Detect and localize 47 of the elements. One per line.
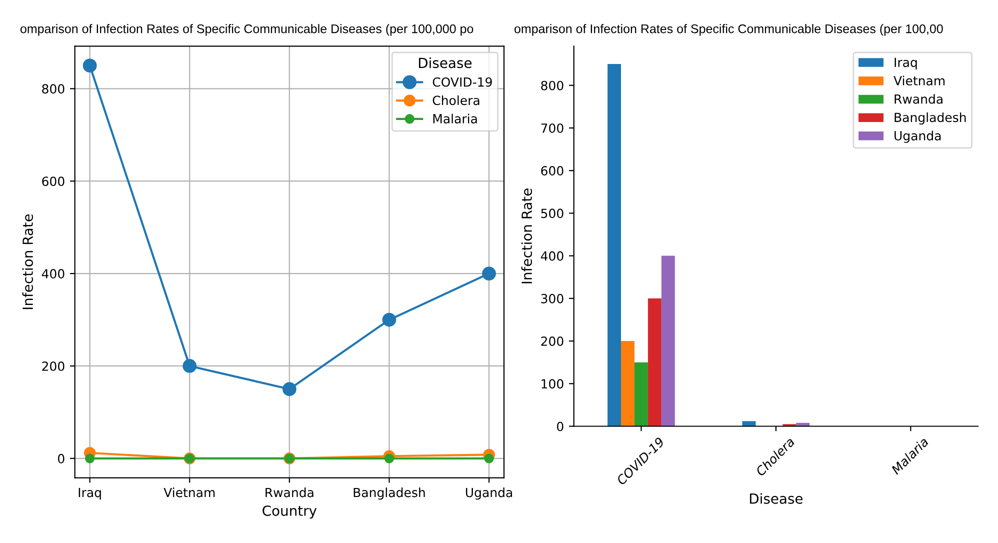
chart-title: omparison of Infection Rates of Specific Communicable Diseases (per 100,00 <box>514 24 943 36</box>
legend-label: Bangladesh <box>894 112 966 125</box>
point <box>182 359 197 373</box>
point <box>482 266 496 280</box>
point <box>84 454 95 464</box>
bar <box>608 64 622 426</box>
bar <box>634 362 648 426</box>
y-tick-label: 800 <box>541 80 564 90</box>
legend-label: Malaria <box>433 114 477 124</box>
y-tick-label: 400 <box>540 251 564 261</box>
y-tick-label: 100 <box>542 379 564 389</box>
bar <box>621 341 634 426</box>
legend-label: COVID-19 <box>432 77 492 87</box>
x-axis-title: Country <box>262 505 317 519</box>
y-tick-label: 400 <box>42 269 64 278</box>
legend-label: Vietnam <box>894 76 945 86</box>
y-tick-label: 600 <box>541 166 564 176</box>
y-tick-label: 200 <box>42 361 64 371</box>
point <box>382 312 396 327</box>
y-tick-label: 500 <box>541 208 564 218</box>
x-axis-title: Disease <box>750 493 803 504</box>
x-tick-label: Bangladesh <box>354 488 425 500</box>
legend-label: Uganda <box>894 130 941 143</box>
legend-label: Iraq <box>894 58 917 70</box>
point <box>82 58 97 73</box>
y-tick-label: 300 <box>541 294 564 304</box>
y-tick-label: 200 <box>541 336 564 346</box>
y-tick-label: 600 <box>42 176 64 186</box>
point <box>384 454 394 464</box>
chart-title: omparison of Infection Rates of Specific Communicable Diseases (per 100,000 po <box>20 24 474 36</box>
point <box>282 382 296 396</box>
legend-label: Cholera <box>432 95 480 106</box>
y-tick-label: 0 <box>58 454 64 464</box>
y-axis-title: Infection Rate <box>22 214 34 310</box>
bar <box>648 298 662 426</box>
x-tick-label: Uganda <box>466 488 512 500</box>
legend-title: Disease <box>418 57 472 68</box>
y-axis-title: Infection Rate <box>521 188 532 284</box>
bar <box>661 256 675 426</box>
y-tick-label: 800 <box>42 84 64 94</box>
x-tick-label: Rwanda <box>266 488 314 498</box>
y-tick-label: 0 <box>557 422 564 432</box>
x-tick-label: Vietnam <box>164 488 215 498</box>
y-tick-label: 700 <box>541 123 564 133</box>
legend-label: Rwanda <box>894 94 942 104</box>
point <box>484 454 494 464</box>
x-tick-label: Iraq <box>78 488 101 500</box>
